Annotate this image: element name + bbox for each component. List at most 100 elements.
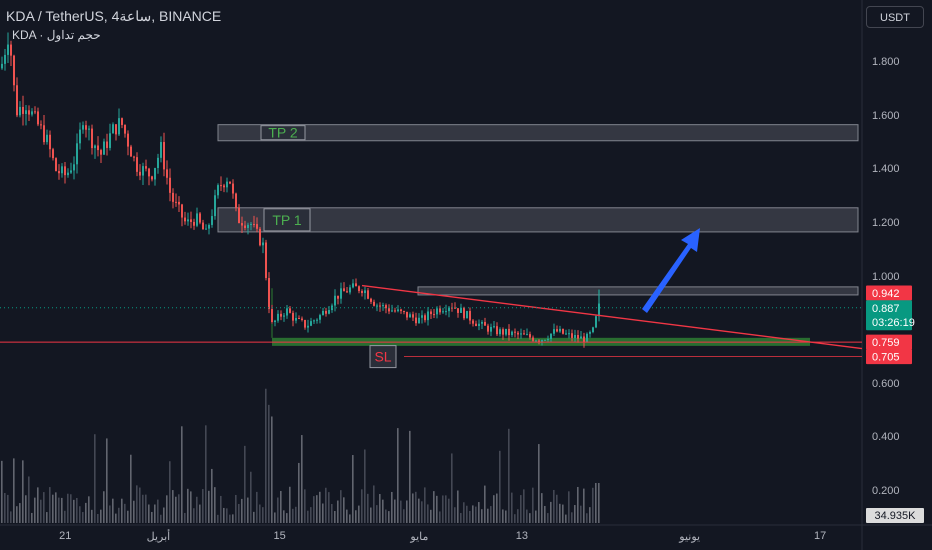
candle-body <box>340 288 342 299</box>
volume-bar <box>148 504 150 523</box>
volume-bar <box>271 416 273 523</box>
price-tag-bg <box>866 349 912 365</box>
volume-bar <box>517 509 519 523</box>
candle-body <box>70 170 72 173</box>
y-tick-label: 0.600 <box>872 377 900 390</box>
candle-body <box>268 278 270 310</box>
candle-body <box>514 331 516 333</box>
volume-bar <box>451 453 453 523</box>
volume-bar <box>508 428 510 523</box>
candle-body <box>574 334 576 338</box>
volume-bar <box>208 490 210 523</box>
candle-body <box>484 321 486 326</box>
candle-body <box>283 315 285 317</box>
candle-body <box>472 320 474 324</box>
candle-body <box>22 106 24 114</box>
candle-body <box>553 329 555 334</box>
volume-bar <box>502 509 504 523</box>
candle-body <box>310 321 312 326</box>
up-arrow-icon <box>642 228 700 313</box>
candle-body <box>286 308 288 316</box>
volume-bar <box>394 499 396 523</box>
volume-bar <box>334 510 336 523</box>
candle-body <box>154 168 156 180</box>
candle-body <box>409 314 411 318</box>
volume-bar <box>415 491 417 523</box>
candle-body <box>43 125 45 143</box>
candle-body <box>238 207 240 224</box>
volume-bar <box>565 514 567 523</box>
currency-button[interactable]: USDT <box>866 6 924 28</box>
volume-bar <box>292 508 294 523</box>
candle-body <box>151 176 153 180</box>
candle-body <box>256 224 258 229</box>
candle-body <box>226 181 228 188</box>
volume-bar <box>316 495 318 523</box>
volume-bar <box>28 476 30 523</box>
candle-body <box>439 308 441 313</box>
candle-body <box>382 305 384 307</box>
volume-bar <box>340 490 342 523</box>
volume-bar <box>247 497 249 523</box>
volume-bar <box>166 495 168 523</box>
volume-bar <box>22 460 24 523</box>
volume-bar <box>550 501 552 523</box>
candle-body <box>349 287 351 293</box>
volume-bar <box>514 514 516 523</box>
volume-bar <box>388 511 390 523</box>
volume-bar <box>184 512 186 523</box>
candle-body <box>547 338 549 340</box>
volume-bar <box>370 507 372 523</box>
candle-body <box>34 111 36 113</box>
candle-body <box>166 169 168 178</box>
candle-body <box>301 318 303 320</box>
volume-bar <box>43 492 45 523</box>
candle-body <box>490 326 492 332</box>
x-tick-label: 13 <box>515 530 529 542</box>
volume-bar <box>571 512 573 523</box>
candle-body <box>118 118 120 135</box>
volume-bar <box>82 512 84 523</box>
volume-bar <box>193 508 195 523</box>
candle-body <box>46 134 48 143</box>
candle-body <box>421 315 423 318</box>
volume-bar <box>598 483 600 523</box>
candle-body <box>232 183 234 194</box>
sl-label: SL <box>374 349 391 365</box>
volume-bar <box>511 492 513 523</box>
candle-body <box>16 85 18 116</box>
candle-body <box>121 118 123 125</box>
countdown-timer: 03:26:19 <box>872 317 915 329</box>
candle-body <box>49 134 51 150</box>
candle-body <box>94 145 96 149</box>
candle-body <box>469 310 471 321</box>
volume-tag: 34.935K <box>875 510 917 522</box>
candle-body <box>130 146 132 157</box>
tp-label-box <box>260 125 306 141</box>
chart-title: KDA / TetherUS, 4ساعة, BINANCE <box>6 8 222 24</box>
tp-zone <box>417 286 859 296</box>
volume-bar <box>142 494 144 523</box>
volume-bar <box>592 487 594 523</box>
candle-body <box>265 242 267 279</box>
candle-body <box>508 328 510 336</box>
candle-body <box>217 185 219 196</box>
volume-bar <box>367 493 369 523</box>
volume-bar <box>229 514 231 523</box>
y-tick-label: 0.200 <box>872 485 900 497</box>
volume-bar <box>238 503 240 523</box>
candle-body <box>292 312 294 321</box>
candle-body <box>136 157 138 172</box>
candle-body <box>403 311 405 313</box>
volume-bar <box>61 497 63 523</box>
volume-bar <box>181 426 183 523</box>
volume-bar <box>361 489 363 523</box>
volume-bar <box>265 388 267 523</box>
candle-body <box>418 317 420 324</box>
candle-body <box>103 141 105 155</box>
candle-body <box>424 315 426 321</box>
candle-body <box>82 125 84 130</box>
candle-body <box>529 334 531 338</box>
volume-bar <box>79 506 81 523</box>
